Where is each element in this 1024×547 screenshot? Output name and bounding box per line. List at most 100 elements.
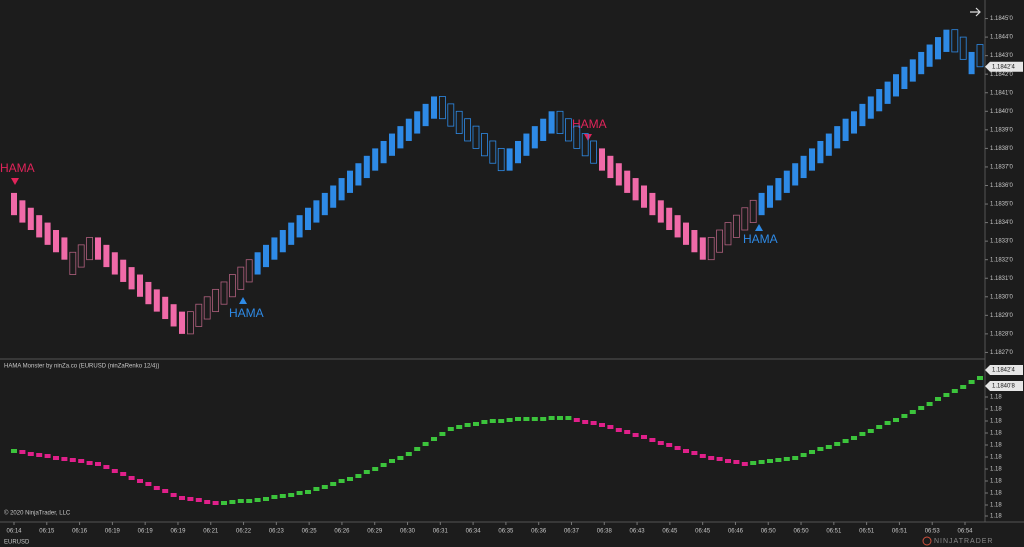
x-tick-label: 06:26 (334, 529, 350, 535)
logo-icon (922, 536, 932, 546)
renko-bar (36, 215, 43, 238)
renko-bar (330, 185, 337, 208)
renko-bar (472, 125, 480, 149)
renko-bar (489, 140, 497, 164)
scroll-arrow[interactable] (970, 7, 981, 17)
renko-bar (674, 215, 681, 238)
renko-bar (893, 74, 899, 97)
indicator-dash (187, 497, 194, 501)
x-tick-label: 06:30 (400, 529, 416, 535)
x-tick-label: 06:19 (138, 529, 154, 535)
signal-label: HAMA (572, 117, 607, 131)
renko-bar (422, 103, 429, 127)
indicator-dash (338, 479, 345, 483)
indicator-dash (439, 432, 446, 436)
indicator-dash (355, 474, 362, 478)
indicator-dash (918, 406, 925, 410)
indicator-dash (313, 487, 320, 491)
x-tick-label: 06:51 (826, 529, 842, 535)
renko-bar (825, 133, 832, 156)
renko-bar (203, 296, 211, 320)
indicator-dash (977, 376, 983, 380)
x-tick-label: 06:16 (72, 529, 88, 535)
renko-bar (305, 207, 311, 231)
renko-bar (464, 118, 472, 142)
renko-bar (288, 222, 295, 245)
renko-bar (909, 59, 916, 82)
x-tick-label: 06:46 (728, 529, 744, 535)
indicator-dash (11, 449, 17, 453)
indicator-dash (137, 479, 143, 483)
indicator-dash (758, 460, 765, 464)
renko-bar (431, 96, 437, 119)
indicator-dash (809, 450, 815, 454)
indicator-dash (968, 380, 975, 384)
renko-bar (624, 170, 631, 193)
copyright: © 2020 NinjaTrader, LLC (4, 510, 71, 517)
renko-bar (581, 133, 589, 157)
indicator-dash (447, 427, 454, 431)
x-tick-label: 06:50 (794, 529, 810, 535)
indicator-dash (254, 498, 261, 502)
renko-bar (27, 207, 34, 231)
indicator-dash (951, 389, 958, 393)
y-tick-label: 1.18 (990, 419, 1002, 425)
renko-bar (531, 126, 538, 149)
indicator-dash (632, 433, 639, 437)
x-tick-label: 06:22 (236, 529, 252, 535)
renko-bar (573, 125, 581, 149)
renko-bar (363, 155, 370, 179)
renko-bar (515, 140, 521, 164)
indicator-dash (565, 416, 572, 420)
indicator-dash (792, 456, 799, 460)
renko-bar (254, 252, 261, 275)
renko-bar (666, 207, 673, 231)
renko-bar (884, 81, 891, 104)
x-tick-label: 06:54 (957, 529, 973, 535)
renko-bar (506, 148, 513, 171)
indicator-dash (229, 500, 236, 504)
renko-bar (859, 103, 866, 127)
indicator-dash (800, 453, 807, 457)
indicator-dash (582, 420, 589, 424)
indicator-dash (683, 449, 689, 453)
indicator-dash (851, 436, 857, 440)
indicator-dash (86, 461, 93, 465)
price-tag (985, 381, 1023, 391)
indicator-dash (153, 486, 160, 490)
renko-bar (951, 29, 959, 53)
indicator-dash (515, 417, 521, 421)
indicator-dash (422, 442, 429, 446)
y-tick-label: 1.1839'0 (990, 127, 1013, 133)
renko-bar (11, 192, 17, 216)
signal-label: HAMA (0, 161, 35, 175)
indicator-dash (69, 458, 76, 462)
x-tick-label: 06:23 (269, 529, 285, 535)
renko-bar (968, 51, 975, 75)
indicator-dash (204, 500, 211, 504)
indicator-dash (842, 439, 849, 443)
renko-bar (447, 103, 455, 127)
indicator-dash (674, 446, 681, 450)
renko-bar (523, 133, 530, 156)
y-tick-label: 1.1828'0 (990, 331, 1013, 337)
indicator-dash (78, 459, 85, 463)
price-tag-label: 1.1842'4 (992, 368, 1015, 374)
indicator-dash (103, 465, 110, 469)
indicator-dash (95, 462, 101, 466)
indicator-dash (750, 461, 757, 465)
indicator-dash (817, 447, 824, 451)
indicator-dash (246, 499, 253, 503)
renko-bar (111, 252, 118, 275)
indicator-dash (405, 452, 412, 456)
indicator-dash (775, 458, 782, 462)
indicator-dash (901, 414, 908, 418)
y-tick-label: 1.1840'0 (990, 109, 1013, 115)
renko-bar (355, 163, 362, 186)
renko-bar (455, 110, 463, 134)
renko-bar (237, 266, 245, 290)
indicator-dash (305, 490, 311, 494)
renko-bar (783, 170, 790, 193)
renko-bar (976, 44, 984, 68)
indicator-dash (607, 425, 614, 429)
